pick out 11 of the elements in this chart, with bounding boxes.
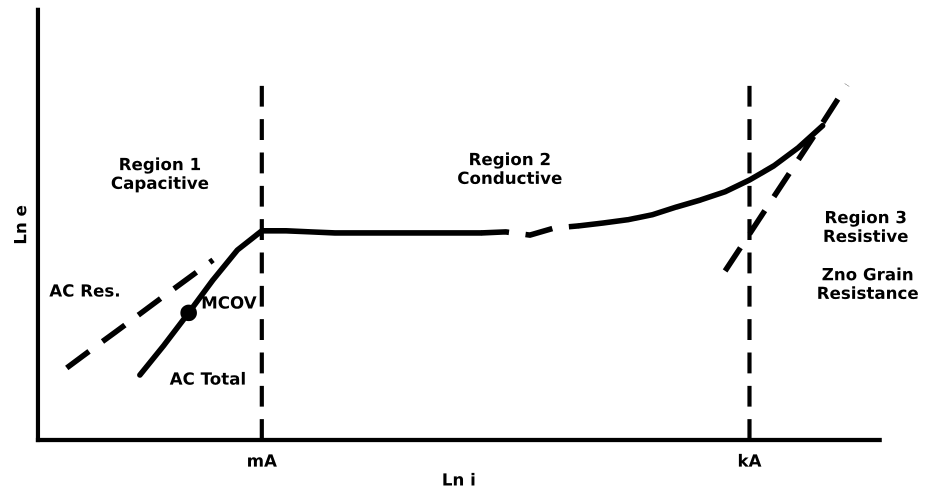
annotation: Region 3 Resistive: [824, 210, 908, 242]
annotation: Region 1 Capacitive: [112, 157, 208, 192]
x-tick-label: kA: [738, 454, 762, 467]
annotation: MCOV: [202, 296, 257, 309]
annotation: AC Res.: [49, 284, 119, 297]
x-tick-label: mA: [248, 454, 277, 467]
annotation: Zno Grain Resistance: [818, 268, 918, 300]
y-axis-title: Ln e: [14, 206, 26, 244]
annotation: AC Total: [170, 372, 245, 385]
annotation: Region 2 Conductive: [458, 152, 562, 184]
x-axis-title: Ln i: [443, 472, 474, 486]
